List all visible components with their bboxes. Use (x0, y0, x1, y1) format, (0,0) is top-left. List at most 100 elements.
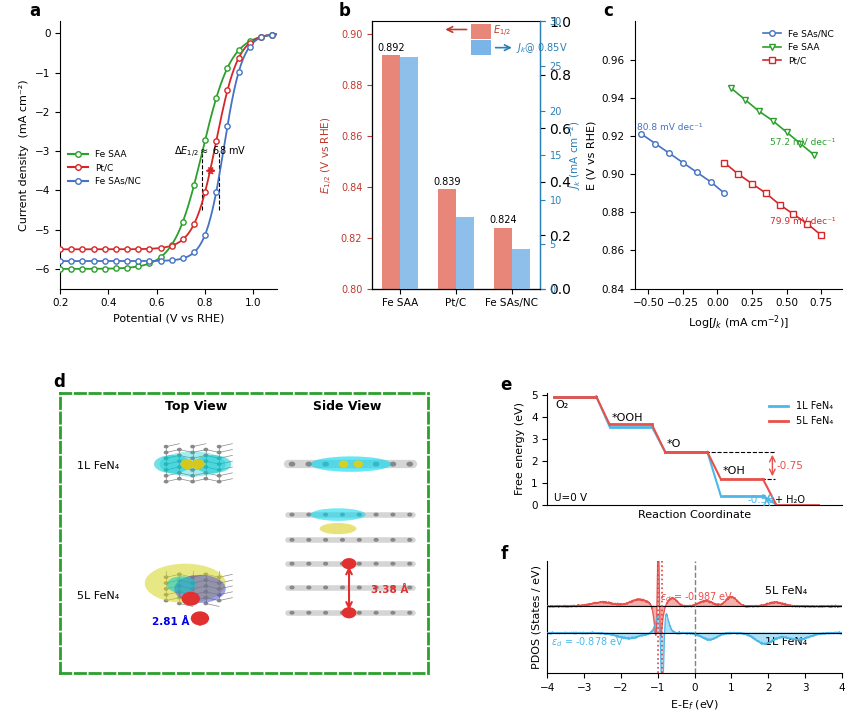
Circle shape (177, 584, 182, 588)
Circle shape (204, 579, 208, 582)
Text: 2.81 Å: 2.81 Å (152, 616, 189, 626)
Pt/C (789, 210, 799, 218)
Text: $J_k$@ 0.85V: $J_k$@ 0.85V (516, 41, 568, 54)
Circle shape (164, 599, 168, 602)
Circle shape (390, 562, 395, 566)
Text: -0.75: -0.75 (777, 460, 803, 470)
Circle shape (204, 471, 208, 475)
Circle shape (177, 477, 182, 480)
Circle shape (216, 445, 222, 448)
Circle shape (164, 474, 168, 478)
Circle shape (216, 593, 222, 596)
Text: 80.8 mV dec⁻¹: 80.8 mV dec⁻¹ (637, 123, 703, 132)
Ellipse shape (194, 455, 231, 473)
Line: Fe SAA: Fe SAA (728, 85, 817, 158)
Fe SAs/NC (691, 168, 702, 176)
Circle shape (190, 445, 195, 448)
Y-axis label: E (V vs RHE): E (V vs RHE) (586, 120, 596, 190)
Fe SAs/NC (664, 149, 674, 158)
Circle shape (181, 591, 200, 606)
Circle shape (191, 611, 210, 625)
Circle shape (390, 586, 395, 589)
Text: 0.892: 0.892 (377, 42, 405, 52)
FancyBboxPatch shape (471, 24, 491, 39)
Pt/C (733, 170, 743, 178)
Circle shape (374, 513, 379, 516)
Circle shape (190, 599, 195, 602)
Circle shape (216, 468, 222, 472)
Ellipse shape (145, 563, 226, 603)
Circle shape (164, 576, 168, 579)
Pt/C (802, 219, 813, 228)
Circle shape (164, 587, 168, 591)
Circle shape (289, 462, 295, 467)
Text: *OH: *OH (722, 466, 745, 476)
Circle shape (356, 513, 362, 516)
Text: 3.38 Å: 3.38 Å (371, 585, 409, 595)
Circle shape (216, 456, 222, 460)
Circle shape (216, 463, 222, 466)
Circle shape (164, 456, 168, 460)
Circle shape (190, 581, 195, 585)
Circle shape (190, 450, 195, 455)
Circle shape (356, 611, 362, 615)
Fe SAs/NC (637, 130, 647, 138)
Circle shape (390, 611, 395, 615)
Fe SAs/NC (678, 158, 688, 167)
Fe SAA (740, 95, 750, 104)
Circle shape (190, 480, 195, 483)
Y-axis label: PDOS (States / eV): PDOS (States / eV) (532, 565, 542, 669)
Circle shape (323, 513, 328, 516)
Circle shape (216, 474, 222, 478)
Circle shape (177, 453, 182, 458)
Circle shape (204, 448, 208, 451)
Circle shape (307, 538, 312, 542)
Circle shape (190, 463, 195, 466)
Circle shape (204, 460, 208, 463)
Circle shape (216, 587, 222, 591)
Text: -0.58: -0.58 (747, 495, 774, 505)
Circle shape (289, 586, 295, 589)
Circle shape (204, 590, 208, 594)
Pt/C (746, 179, 757, 188)
Circle shape (180, 459, 194, 469)
Circle shape (374, 611, 379, 615)
Text: 79.9 mV dec⁻¹: 79.9 mV dec⁻¹ (770, 217, 836, 226)
X-axis label: Log[$J_k$ (mA cm$^{-2}$)]: Log[$J_k$ (mA cm$^{-2}$)] (688, 314, 789, 332)
Ellipse shape (310, 456, 392, 472)
Circle shape (323, 611, 328, 615)
Bar (494, 228, 512, 289)
Circle shape (340, 562, 345, 566)
Circle shape (190, 456, 195, 460)
Text: + H₂O: + H₂O (775, 495, 805, 505)
Circle shape (177, 596, 182, 599)
Circle shape (406, 462, 413, 467)
Text: 5L FeN₄: 5L FeN₄ (765, 586, 807, 596)
Fe SAs/NC (650, 140, 661, 148)
Circle shape (390, 538, 395, 542)
Circle shape (177, 448, 182, 451)
Text: $\Delta E_{1/2}$$\approx$ 68 mV: $\Delta E_{1/2}$$\approx$ 68 mV (174, 145, 247, 160)
Circle shape (407, 586, 412, 589)
Text: 5L FeN₄: 5L FeN₄ (76, 591, 119, 601)
X-axis label: Reaction Coordinate: Reaction Coordinate (638, 511, 751, 521)
X-axis label: E-E$_f$ (eV): E-E$_f$ (eV) (670, 698, 719, 712)
Pt/C (761, 189, 771, 198)
Legend: Fe SAs/NC, Fe SAA, Pt/C: Fe SAs/NC, Fe SAA, Pt/C (759, 26, 838, 69)
X-axis label: Potential (V vs RHE): Potential (V vs RHE) (113, 314, 224, 324)
Ellipse shape (160, 452, 226, 477)
Bar (382, 54, 400, 289)
Circle shape (374, 586, 379, 589)
Text: O₂: O₂ (556, 400, 569, 410)
Circle shape (340, 538, 345, 542)
Circle shape (177, 590, 182, 594)
Circle shape (342, 558, 356, 569)
Text: 0.839: 0.839 (433, 178, 460, 188)
Text: Top View: Top View (165, 400, 228, 412)
Ellipse shape (174, 575, 226, 603)
Pt/C (775, 200, 785, 209)
Circle shape (164, 445, 168, 448)
Circle shape (192, 459, 204, 469)
Text: 57.2 mV dec⁻¹: 57.2 mV dec⁻¹ (770, 138, 835, 147)
Circle shape (307, 611, 312, 615)
